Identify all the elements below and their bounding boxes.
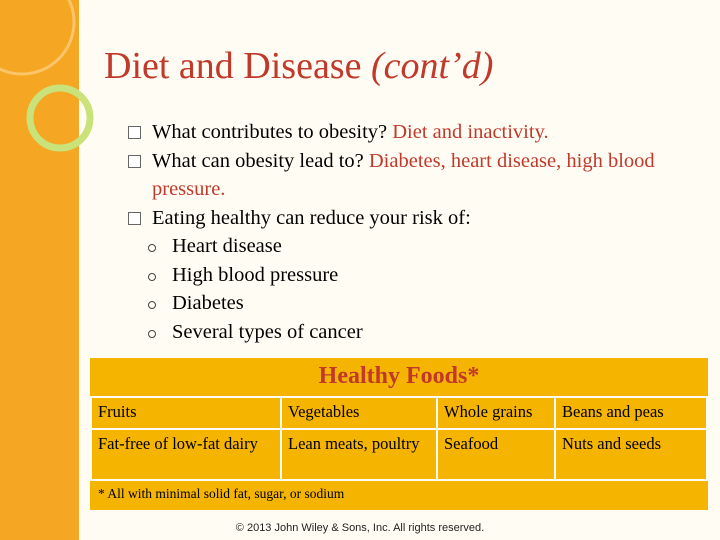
sub-bullet-text: Heart disease bbox=[172, 235, 282, 257]
table-footnote: * All with minimal solid fat, sugar, or … bbox=[98, 486, 345, 501]
table-cell: Fat-free of low-fat dairy bbox=[90, 428, 282, 481]
healthy-foods-title: Healthy Foods* bbox=[318, 363, 480, 389]
table-cell: Lean meats, poultry bbox=[280, 428, 438, 481]
bullet-question: Eating healthy can reduce your risk of: bbox=[152, 206, 471, 229]
table-cell: Vegetables bbox=[280, 396, 438, 430]
circle-bullet-icon bbox=[148, 272, 156, 281]
bullet-list: What contributes to obesity? Diet and in… bbox=[128, 118, 698, 346]
bullet-answer: Diabetes, heart disease, high blood pres… bbox=[152, 149, 655, 201]
table-cell: Whole grains bbox=[436, 396, 556, 430]
checkbox-bullet-icon bbox=[128, 154, 141, 168]
title-main: Diet and Disease bbox=[104, 45, 362, 87]
sub-bullet-item: Several types of cancer bbox=[128, 318, 698, 347]
checkbox-bullet-icon bbox=[128, 211, 141, 225]
healthy-foods-table: Fruits Vegetables Whole grains Beans and… bbox=[90, 396, 708, 481]
copyright-notice: © 2013 John Wiley & Sons, Inc. All right… bbox=[235, 522, 485, 534]
sub-bullet-text: Diabetes bbox=[172, 292, 244, 314]
bullet-item: Eating healthy can reduce your risk of: bbox=[128, 204, 698, 233]
healthy-foods-panel: Healthy Foods* Fruits Vegetables Whole g… bbox=[90, 358, 708, 510]
decorative-rings bbox=[0, 0, 94, 152]
table-cell: Beans and peas bbox=[554, 396, 708, 430]
sub-bullet-item: Diabetes bbox=[128, 289, 698, 318]
bullet-item: What can obesity lead to? Diabetes, hear… bbox=[128, 147, 698, 204]
sub-bullet-item: High blood pressure bbox=[128, 261, 698, 290]
table-cell: Seafood bbox=[436, 428, 556, 481]
circle-bullet-icon bbox=[148, 329, 156, 338]
title-subtitle: (cont’d) bbox=[370, 45, 494, 87]
bullet-item: What contributes to obesity? Diet and in… bbox=[128, 118, 698, 147]
circle-bullet-icon bbox=[148, 244, 156, 252]
sub-bullet-text: High blood pressure bbox=[172, 263, 339, 286]
slide-title: Diet and Disease (cont’d) bbox=[104, 44, 493, 88]
sub-bullet-text: Several types of cancer bbox=[172, 320, 363, 343]
table-cell: Nuts and seeds bbox=[554, 428, 708, 481]
bullet-question: What can obesity lead to? bbox=[152, 149, 369, 172]
circle-bullet-icon bbox=[148, 301, 156, 309]
checkbox-bullet-icon bbox=[128, 126, 141, 139]
table-row: Fat-free of low-fat dairy Lean meats, po… bbox=[90, 428, 708, 481]
table-row: Fruits Vegetables Whole grains Beans and… bbox=[90, 396, 708, 430]
bullet-question: What contributes to obesity? bbox=[152, 121, 393, 143]
bullet-answer: Diet and inactivity. bbox=[392, 121, 549, 143]
sub-bullet-item: Heart disease bbox=[128, 232, 698, 261]
table-cell: Fruits bbox=[90, 396, 282, 430]
